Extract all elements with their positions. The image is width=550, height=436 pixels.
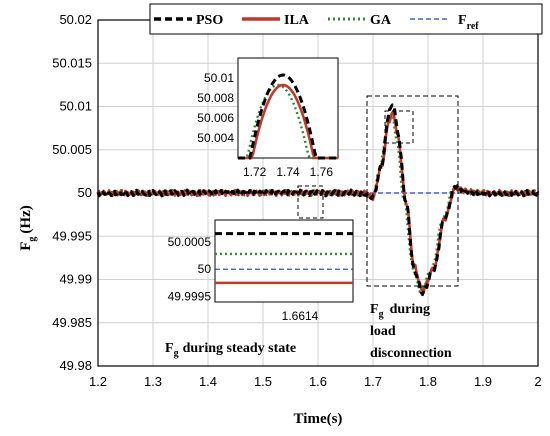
inset-peak: 50.01 50.008 50.006 50.004 1.72 1.74 1.76 xyxy=(197,57,339,179)
inset-peak-y-tick-3: 50.004 xyxy=(197,131,234,145)
x-tick-0: 1.2 xyxy=(89,374,107,389)
x-tick-8: 2 xyxy=(534,374,541,389)
x-tick-1: 1.3 xyxy=(144,374,162,389)
annotation-load-line1: Fg during xyxy=(370,302,430,320)
x-tick-3: 1.5 xyxy=(254,374,272,389)
x-tick-4: 1.6 xyxy=(309,374,327,389)
inset-peak-line-ga xyxy=(238,83,338,160)
y-tick-5: 50.005 xyxy=(52,142,92,157)
inset-steady: 50.0005 50 49.9995 1.6614 xyxy=(168,219,354,323)
inset-peak-x-tick-2: 1.76 xyxy=(310,165,334,179)
y-tick-4: 50 xyxy=(78,185,92,200)
y-tick-1: 49.985 xyxy=(52,315,92,330)
legend-label-pso: PSO xyxy=(196,13,223,28)
inset-steady-y-tick-0: 50.0005 xyxy=(168,235,212,249)
inset-peak-x-tick-0: 1.72 xyxy=(243,165,267,179)
series-lines xyxy=(96,103,540,297)
x-tick-5: 1.7 xyxy=(364,374,382,389)
inset-steady-y-tick-2: 49.9995 xyxy=(168,290,212,304)
y-tick-7: 50.015 xyxy=(52,55,92,70)
inset-peak-line-pso xyxy=(238,73,338,160)
inset-peak-x-tick-labels: 1.72 1.74 1.76 xyxy=(243,165,333,179)
y-tick-8: 50.02 xyxy=(59,12,92,27)
inset-peak-y-tick-2: 50.006 xyxy=(197,111,234,125)
x-tick-7: 1.9 xyxy=(474,374,492,389)
inset-peak-y-tick-1: 50.008 xyxy=(197,91,234,105)
annotation-load-line2: load xyxy=(370,324,396,339)
y-axis-label: Fg(Hz) xyxy=(18,205,38,251)
legend-label-fref: Fref xyxy=(458,13,479,32)
legend-box xyxy=(149,3,543,35)
legend-label-ila: ILA xyxy=(284,13,310,28)
zoom-box-steady xyxy=(297,185,324,219)
y-tick-6: 50.01 xyxy=(59,99,92,114)
inset-steady-y-tick-labels: 50.0005 50 49.9995 xyxy=(168,235,212,304)
y-tick-3: 49.995 xyxy=(52,228,92,243)
inset-steady-lines xyxy=(215,232,353,285)
series-line-pso xyxy=(96,103,540,297)
svg-text:Fg(Hz): Fg(Hz) xyxy=(18,205,38,251)
legend: PSO ILA GA Fref xyxy=(149,3,543,35)
y-tick-labels: 49.98 49.985 49.99 49.995 50 50.005 50.01 50.01… xyxy=(52,12,92,373)
inset-peak-lines xyxy=(238,73,338,160)
annotation-steady-state: Fg during steady state xyxy=(165,341,296,359)
y-tick-2: 49.99 xyxy=(59,272,92,287)
inset-steady-y-tick-1: 50 xyxy=(198,262,212,276)
x-tick-2: 1.4 xyxy=(199,374,217,389)
zoom-box-peak xyxy=(384,110,414,144)
annotation-load-line3: disconnection xyxy=(370,346,452,361)
x-tick-6: 1.8 xyxy=(419,374,437,389)
x-tick-labels: 1.2 1.3 1.4 1.5 1.6 1.7 1.8 1.9 2 xyxy=(89,374,542,389)
y-tick-0: 49.98 xyxy=(59,358,92,373)
x-axis-label: Time(s) xyxy=(294,411,343,427)
inset-peak-x-tick-1: 1.74 xyxy=(276,165,300,179)
inset-peak-y-tick-labels: 50.01 50.008 50.006 50.004 xyxy=(197,71,234,145)
inset-steady-x-tick: 1.6614 xyxy=(282,309,319,323)
inset-peak-y-tick-0: 50.01 xyxy=(204,71,234,85)
legend-label-ga: GA xyxy=(370,13,392,28)
zoom-box-load xyxy=(366,95,459,287)
